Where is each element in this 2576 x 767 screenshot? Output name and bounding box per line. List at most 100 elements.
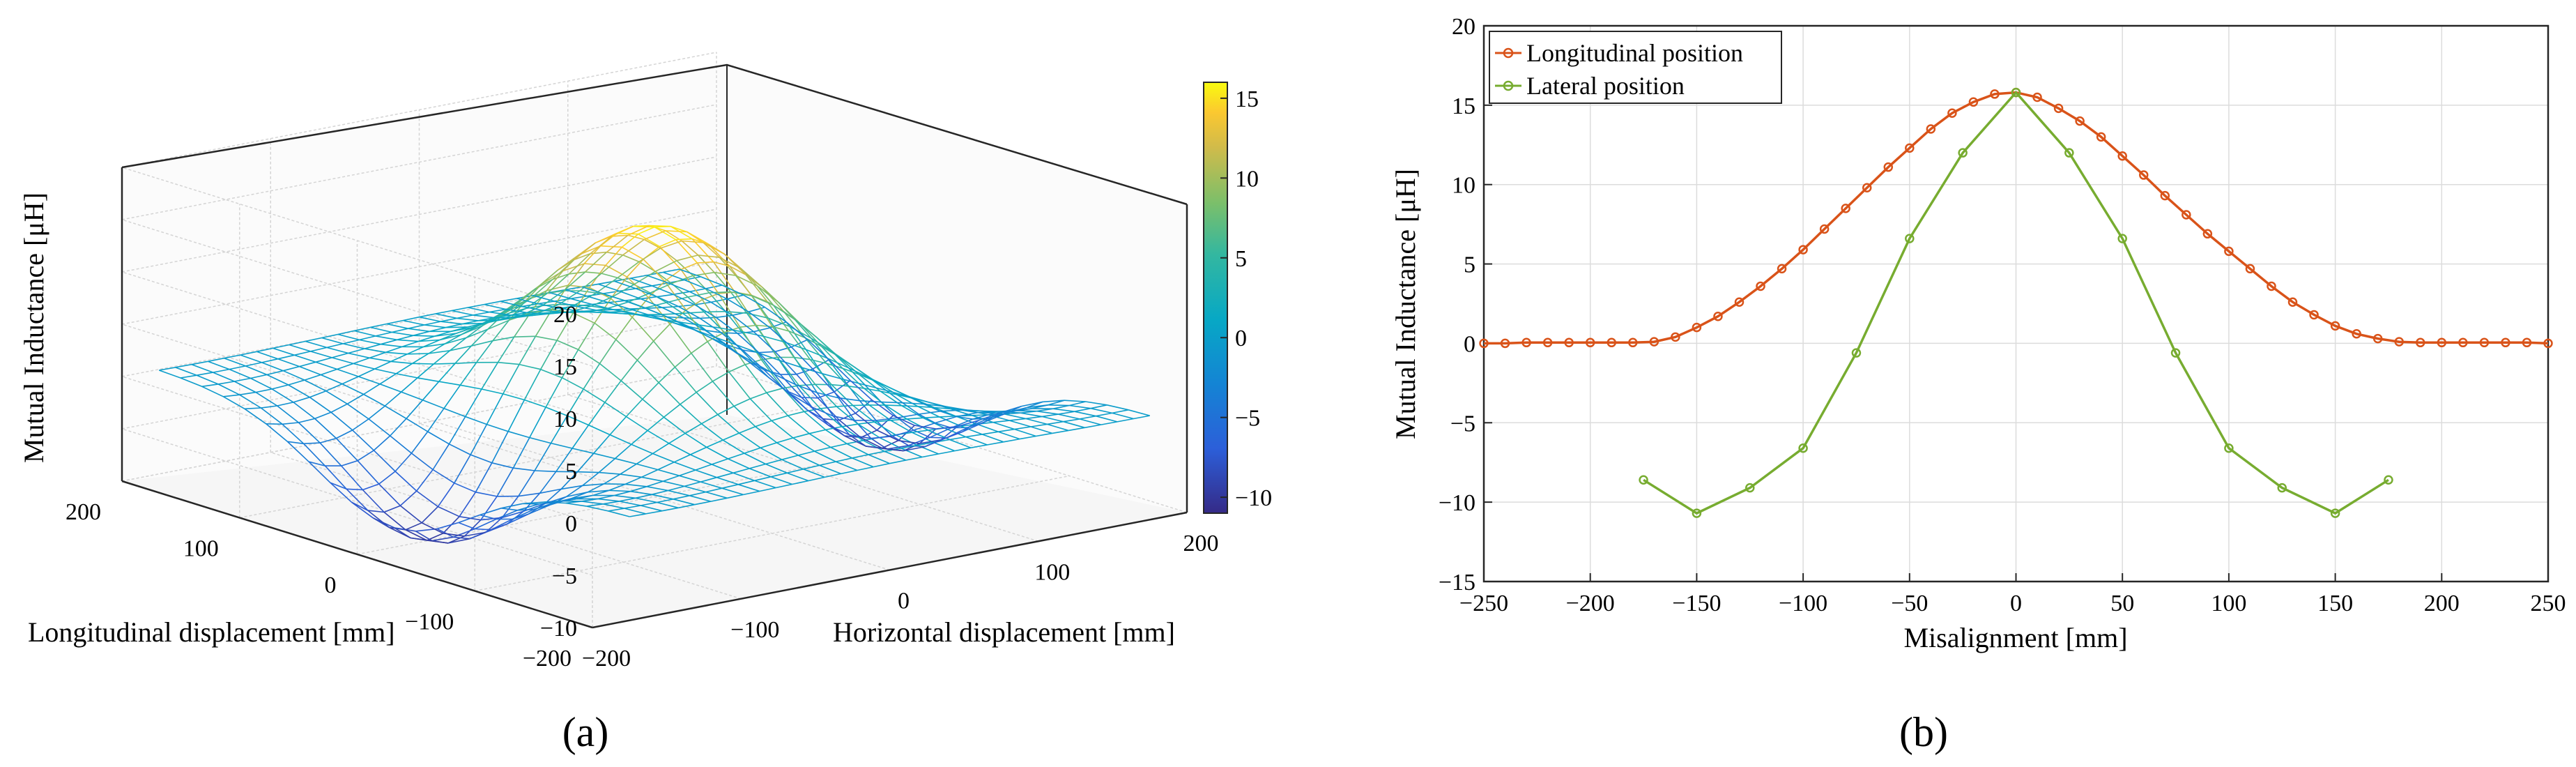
- mesh-line: [537, 303, 560, 309]
- data-point: [1798, 443, 1808, 453]
- data-point: [2011, 87, 2021, 98]
- mesh-line: [175, 363, 192, 368]
- mesh-line: [436, 522, 459, 530]
- mesh-line: [367, 510, 390, 529]
- mesh-line: [934, 407, 956, 417]
- mesh-line: [779, 360, 797, 386]
- mesh-line: [620, 380, 643, 400]
- mesh-line: [1052, 404, 1070, 409]
- mesh-line: [486, 393, 504, 425]
- mesh-line: [882, 447, 904, 452]
- mesh-line: [719, 257, 742, 269]
- mesh-line: [255, 391, 278, 407]
- mesh-line: [459, 516, 481, 521]
- wall-grid-line: [121, 313, 717, 430]
- mesh-line: [701, 413, 719, 425]
- z-tick-label: 5: [565, 459, 577, 485]
- mesh-line: [977, 411, 999, 413]
- mesh-line: [992, 421, 1015, 430]
- mesh-line: [239, 391, 256, 395]
- mesh-line: [304, 379, 327, 392]
- mesh-line: [320, 374, 343, 385]
- data-point: [2160, 190, 2170, 201]
- mesh-line: [728, 371, 751, 400]
- mesh-line: [1005, 407, 1027, 414]
- mesh-line: [330, 482, 347, 490]
- mesh-line: [374, 360, 392, 370]
- mesh-line: [627, 234, 645, 241]
- mesh-line: [625, 398, 643, 418]
- mesh-line: [702, 293, 719, 301]
- mesh-line: [370, 326, 392, 333]
- mesh-line: [450, 326, 473, 333]
- mesh-line: [638, 226, 655, 235]
- mesh-line: [803, 464, 820, 470]
- mesh-line: [788, 411, 804, 416]
- mesh-line: [786, 472, 809, 482]
- x-tick-label: 200: [2424, 591, 2460, 616]
- mesh-line: [807, 339, 830, 360]
- mesh-line: [486, 423, 509, 432]
- data-point: [2138, 170, 2149, 180]
- legend-label-lateral: Lateral position: [1526, 72, 1685, 100]
- mesh-line: [435, 310, 452, 314]
- mesh-line: [375, 331, 392, 337]
- data-point: [1756, 281, 1765, 291]
- mesh-line: [294, 354, 316, 363]
- mesh-line: [240, 351, 257, 356]
- mesh-line: [570, 298, 592, 305]
- mesh-line: [930, 436, 946, 439]
- mesh-line: [898, 440, 920, 444]
- mesh-line: [392, 328, 408, 333]
- mesh-line: [597, 494, 615, 500]
- mesh-line: [286, 441, 309, 462]
- mesh-line: [901, 405, 923, 418]
- mesh-line: [364, 348, 386, 354]
- data-point: [2032, 92, 2042, 102]
- mesh-line: [459, 362, 477, 386]
- mesh-line: [744, 364, 767, 393]
- mesh-line: [341, 465, 363, 491]
- mesh-line: [445, 337, 467, 344]
- data-point: [2117, 234, 2127, 243]
- mesh-line: [679, 469, 696, 476]
- mesh-line: [525, 283, 542, 302]
- mesh-line: [1036, 410, 1059, 415]
- mesh-line: [458, 514, 480, 524]
- mesh-line: [871, 438, 888, 450]
- mesh-line: [1117, 418, 1134, 423]
- mesh-line: [196, 374, 219, 385]
- mesh-line: [641, 469, 659, 478]
- mesh-line: [764, 306, 787, 323]
- mesh-line: [624, 505, 641, 509]
- mesh-line: [574, 292, 597, 305]
- mesh-line: [560, 471, 578, 489]
- mesh-line: [592, 489, 610, 496]
- mesh-line: [761, 356, 778, 360]
- mesh-line: [475, 492, 498, 497]
- mesh-line: [688, 326, 711, 338]
- mesh-line: [713, 261, 730, 267]
- mesh-line: [641, 501, 657, 506]
- mesh-line: [468, 303, 484, 308]
- legend-box: [1489, 31, 1782, 104]
- mesh-line: [1041, 413, 1059, 418]
- mesh-line: [739, 432, 761, 448]
- mesh-line: [507, 430, 530, 439]
- mesh-line: [675, 239, 698, 264]
- mesh-line: [1043, 400, 1065, 403]
- mesh-line: [830, 443, 848, 448]
- mesh-line: [566, 492, 588, 498]
- mesh-line: [860, 430, 877, 439]
- mesh-line: [229, 365, 246, 370]
- mesh-line: [458, 522, 475, 530]
- mesh-line: [799, 384, 815, 386]
- mesh-line: [976, 423, 999, 432]
- mesh-line: [386, 319, 404, 325]
- mesh-line: [828, 359, 851, 381]
- mesh-line: [622, 246, 644, 260]
- mesh-line: [567, 388, 584, 416]
- mesh-line: [652, 494, 674, 500]
- mesh-line: [903, 446, 926, 452]
- mesh-line: [516, 298, 539, 305]
